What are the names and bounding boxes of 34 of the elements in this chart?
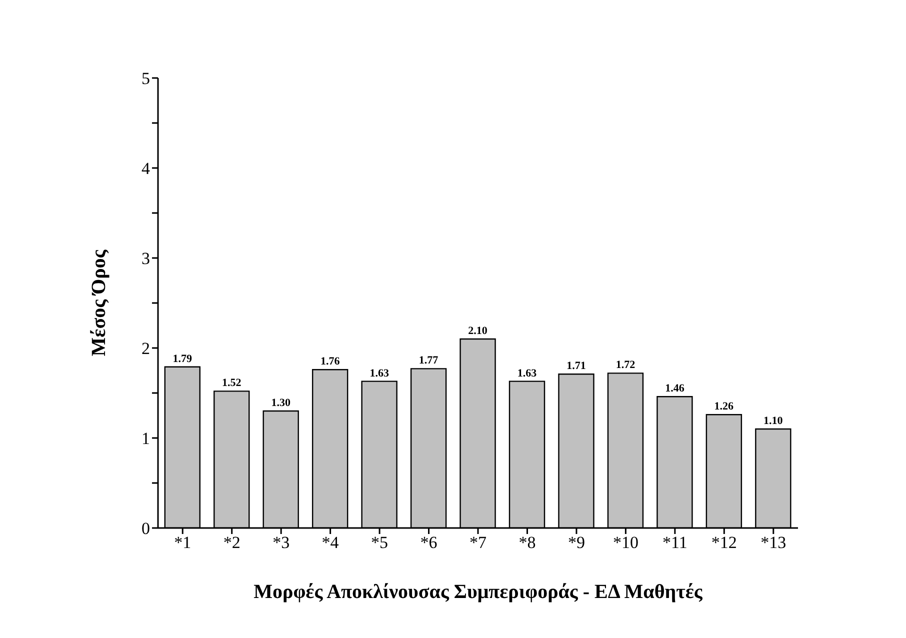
y-tick-label: 0 [142,519,150,538]
y-tick-label: 4 [142,159,150,178]
data-label: 1.76 [320,356,340,368]
y-tick-label: 2 [142,339,150,358]
data-label: 1.10 [764,415,784,427]
data-label: 1.30 [271,397,291,409]
data-label: 1.63 [370,367,390,380]
x-tick-label: *8 [518,533,536,552]
x-tick-label: *6 [420,533,438,552]
x-tick-label: *7 [470,533,487,552]
data-label: 1.79 [172,352,193,365]
data-label: 1.46 [665,382,685,395]
data-label: 1.26 [714,400,734,413]
y-axis-title: Μέσος Όρος [88,249,110,356]
y-tick-label: 3 [142,249,150,268]
x-tick-label: *9 [568,533,585,552]
x-tick-label: *5 [371,533,388,552]
x-axis-title: Μορφές Αποκλίνουσας Συμπεριφοράς - ΕΔ Μαθητές [254,581,703,603]
data-label: 1.77 [418,354,439,367]
data-label: 1.71 [566,360,586,372]
x-tick-label: *10 [612,533,638,552]
x-tick-label: *12 [711,533,737,552]
x-tick-label: *13 [760,533,786,552]
data-label: 2.10 [468,325,488,337]
data-label: 1.52 [222,377,242,390]
y-tick-label: 1 [142,429,150,448]
data-label: 1.72 [616,359,636,372]
x-tick-label: *11 [662,533,688,552]
x-tick-label: *1 [174,533,192,552]
x-tick-label: *2 [223,533,240,552]
x-tick-label: *3 [272,533,290,552]
data-label: 1.63 [517,367,538,380]
x-tick-label: *4 [322,533,340,552]
y-tick-label: 5 [142,69,150,88]
